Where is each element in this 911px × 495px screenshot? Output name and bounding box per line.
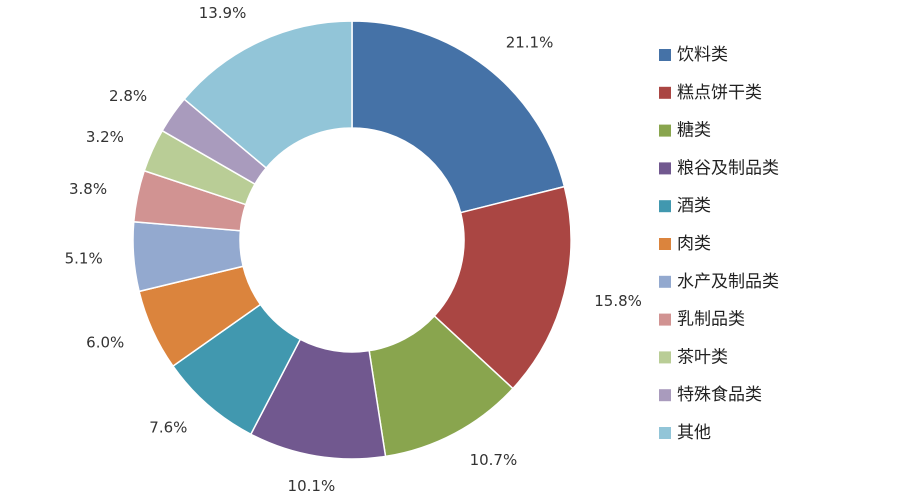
slice-2 — [433, 185, 572, 390]
percent-labels-group: 21.1% 15.8% 10.7% 10.1% 7.6% 6.0% 5.1% 3.8% 3.2%… — [65, 4, 642, 495]
legend-swatch-4 — [659, 162, 671, 175]
percent-label-11: 13.9% — [199, 4, 247, 22]
legend-label-11: 其他 — [677, 423, 711, 443]
legend-item-10: 特殊食品类 — [659, 385, 762, 405]
legend-item-7: 水产及制品类 — [659, 272, 779, 292]
legend-item-5: 酒类 — [659, 196, 711, 216]
percent-label-3: 10.7% — [470, 451, 518, 469]
legend-swatch-11 — [659, 427, 671, 439]
legend-label-5: 酒类 — [677, 196, 711, 216]
percent-label-7: 5.1% — [65, 250, 103, 268]
legend-label-6: 肉类 — [677, 234, 711, 254]
legend-swatch-3 — [659, 124, 671, 137]
percent-label-4: 10.1% — [288, 477, 336, 495]
percent-label-6: 6.0% — [86, 334, 124, 352]
legend-label-3: 糖类 — [677, 121, 711, 141]
legend-swatch-6 — [659, 238, 671, 250]
slices-group — [132, 20, 572, 460]
percent-label-1: 21.1% — [506, 33, 554, 51]
percent-label-5: 7.6% — [149, 419, 187, 437]
slice-11 — [183, 20, 353, 170]
legend-label-1: 饮料类 — [677, 45, 728, 65]
legend-item-8: 乳制品类 — [659, 310, 745, 330]
legend-swatch-7 — [659, 275, 671, 288]
legend-item-2: 糕点饼干类 — [659, 83, 762, 103]
legend-label-10: 特殊食品类 — [677, 385, 762, 405]
legend-swatch-5 — [659, 200, 671, 213]
legend-item-1: 饮料类 — [659, 45, 728, 65]
legend-swatch-9 — [659, 351, 671, 364]
legend-label-7: 水产及制品类 — [677, 272, 779, 292]
legend-item-3: 糖类 — [659, 121, 711, 141]
legend-label-8: 乳制品类 — [677, 310, 745, 330]
legend-swatch-10 — [659, 389, 671, 402]
legend-item-9: 茶叶类 — [659, 347, 728, 367]
percent-label-10: 2.8% — [109, 87, 147, 105]
legend-label-2: 糕点饼干类 — [677, 83, 762, 103]
legend-item-11: 其他 — [659, 423, 711, 443]
percent-label-2: 15.8% — [594, 292, 642, 310]
slice-1 — [351, 20, 566, 214]
legend-label-9: 茶叶类 — [677, 347, 728, 367]
legend-item-6: 肉类 — [659, 234, 711, 254]
legend-swatch-1 — [659, 49, 671, 61]
legend-label-4: 粮谷及制品类 — [677, 158, 779, 178]
legend-swatch-8 — [659, 313, 671, 326]
legend-swatch-2 — [659, 86, 671, 99]
legend-item-4: 粮谷及制品类 — [659, 158, 779, 178]
percent-label-8: 3.8% — [69, 180, 107, 198]
percent-label-9: 3.2% — [86, 128, 124, 146]
